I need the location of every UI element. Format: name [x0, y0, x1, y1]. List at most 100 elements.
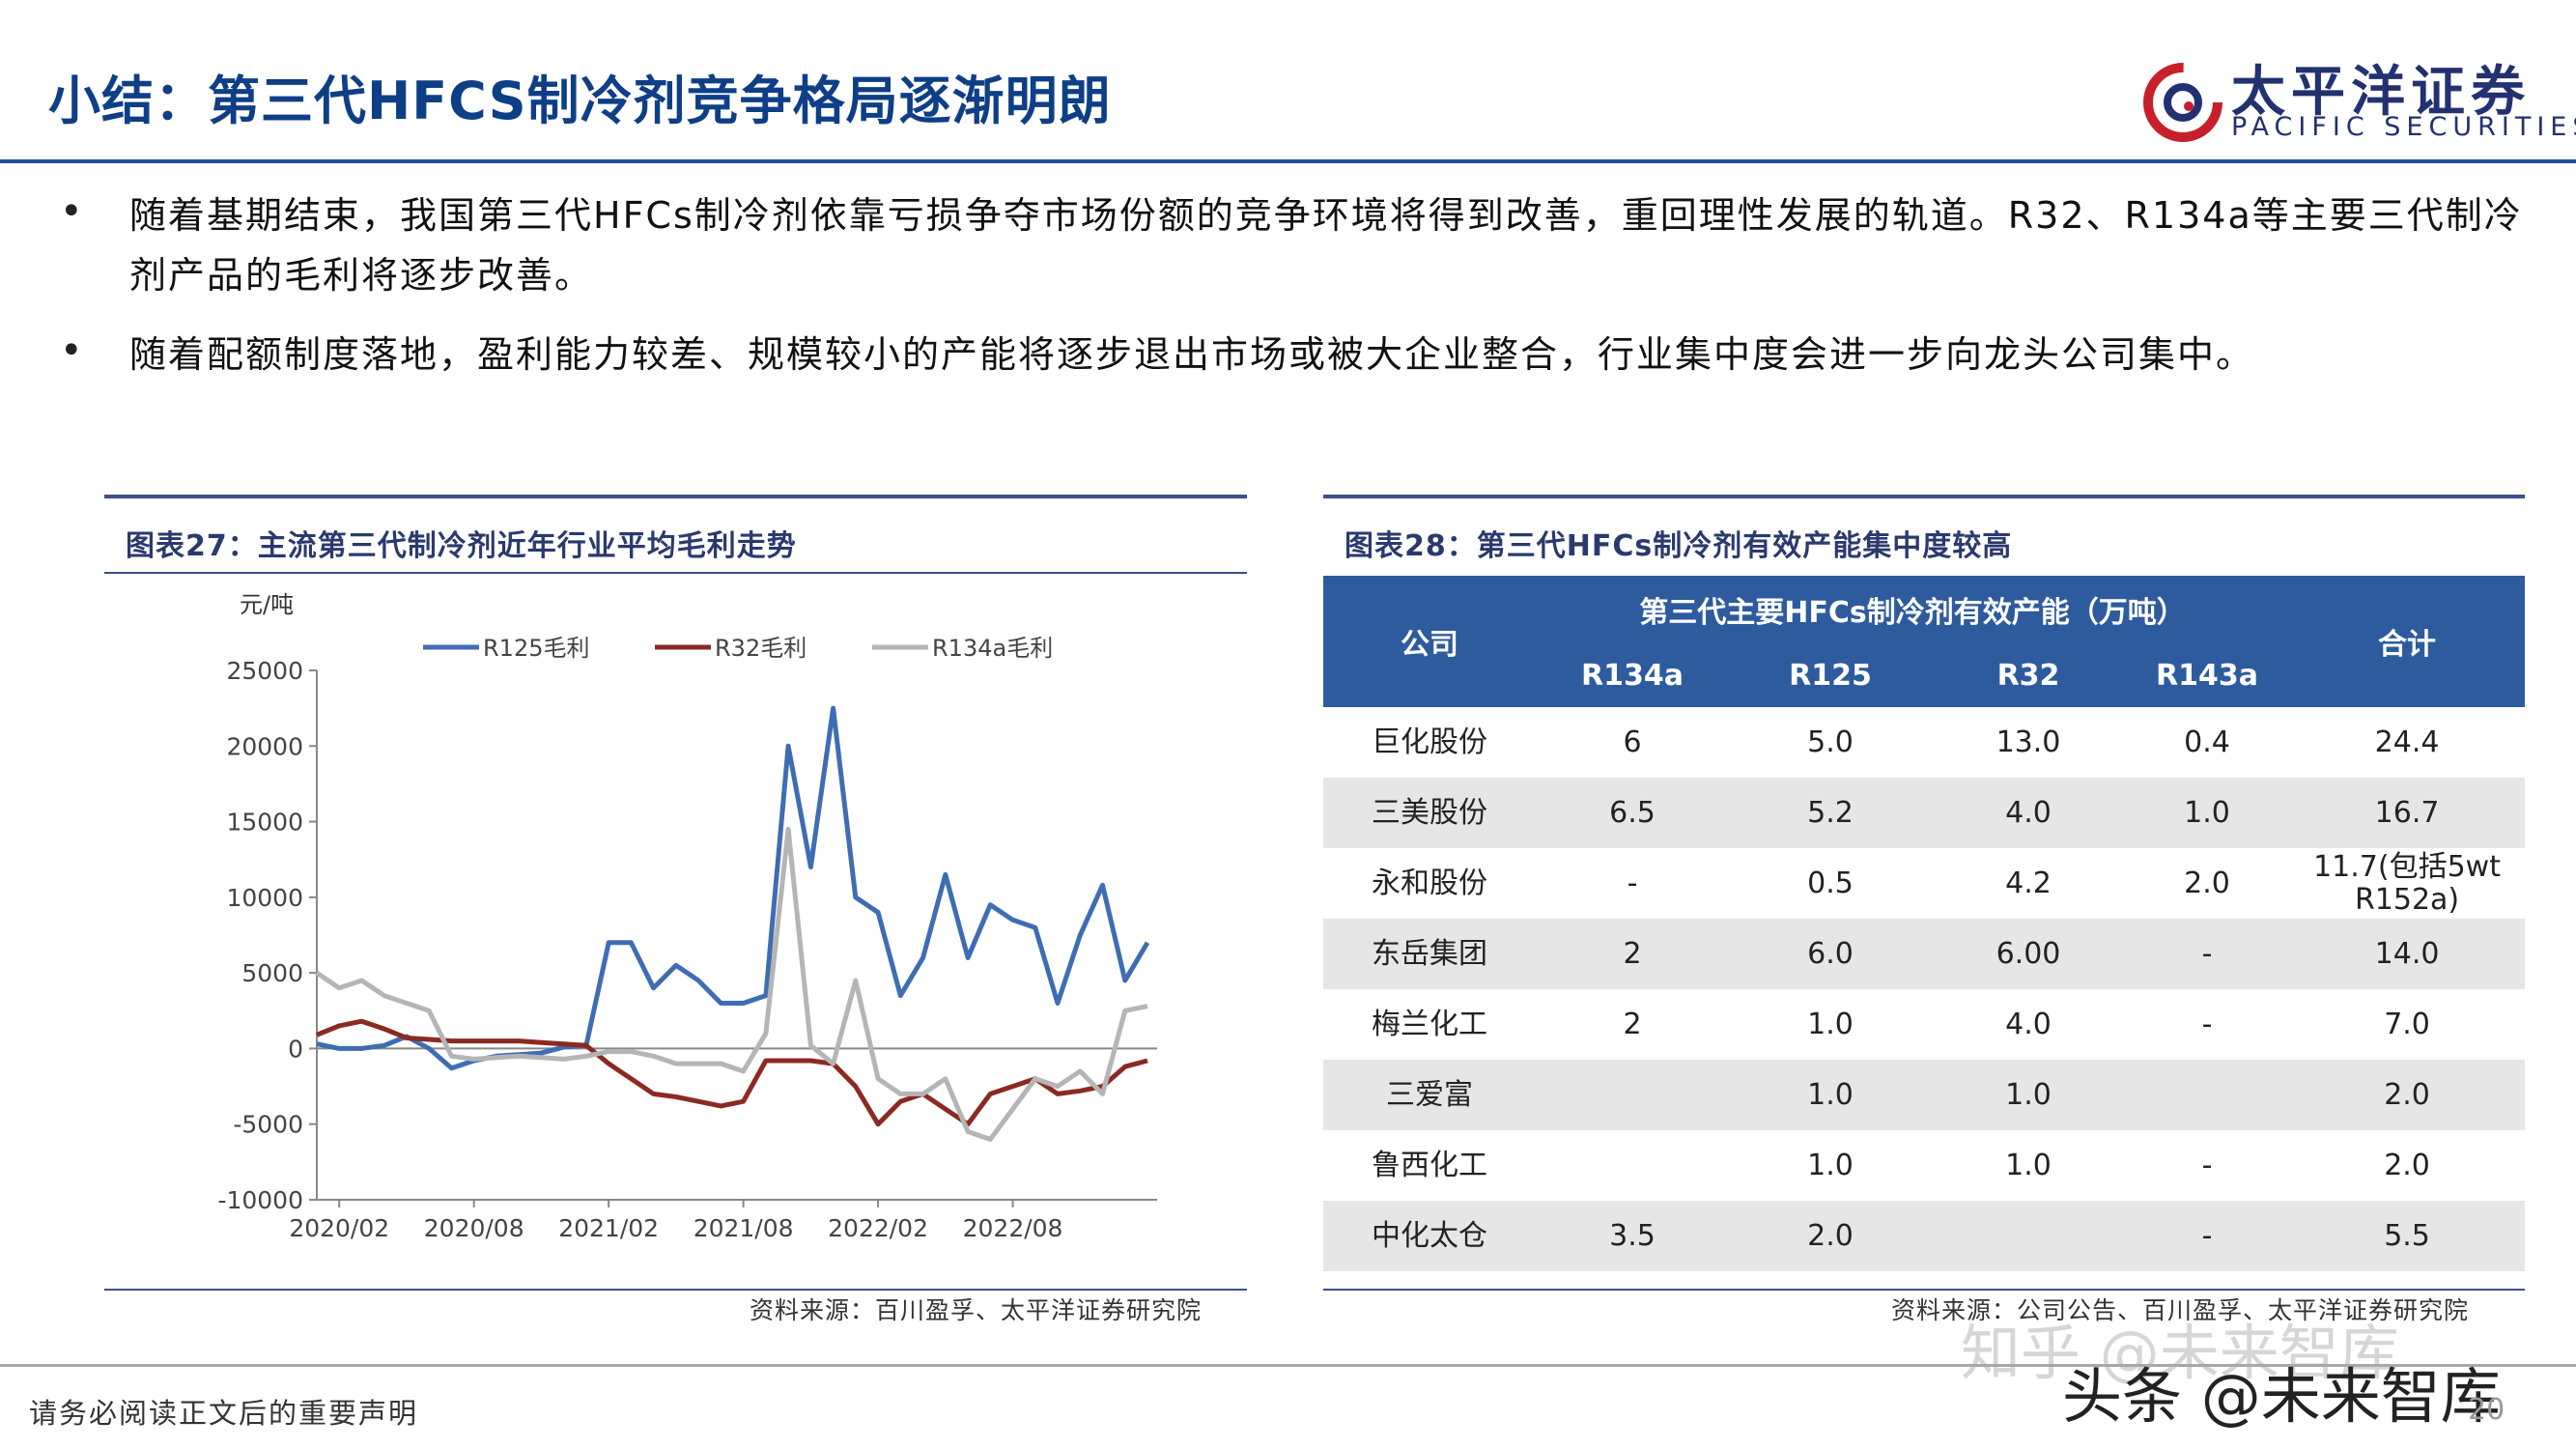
value-cell — [1536, 1060, 1729, 1130]
value-cell: 1.0 — [1932, 1060, 2125, 1130]
chart-panel-top-rule — [104, 495, 1247, 498]
pacific-securities-logo — [2143, 63, 2222, 142]
x-tick-label: 2022/08 — [963, 1214, 1063, 1242]
company-cell: 梅兰化工 — [1323, 989, 1536, 1060]
header-r134a: R134a — [1536, 643, 1729, 707]
value-cell: 2 — [1536, 989, 1729, 1060]
chart-panel-title: 图表27：主流第三代制冷剂近年行业平均毛利走势 — [126, 529, 797, 563]
company-cell: 永和股份 — [1323, 848, 1536, 919]
table-row: 三美股份 6.5 5.2 4.0 1.0 16.7 — [1323, 778, 2526, 848]
y-axis-unit: 元/吨 — [240, 591, 294, 618]
company-cell: 三美股份 — [1323, 778, 1536, 848]
value-cell: 6 — [1536, 707, 1729, 778]
disclaimer-text: 请务必阅读正文后的重要声明 — [29, 1397, 419, 1430]
value-cell: 16.7 — [2289, 778, 2526, 848]
value-cell: 2.0 — [2289, 1060, 2526, 1130]
bullet-mark: • — [60, 328, 83, 373]
value-cell: - — [2125, 989, 2290, 1060]
value-cell — [1932, 1201, 2125, 1271]
table-row: 中化太仓 3.5 2.0 -5.5 — [1323, 1201, 2526, 1271]
value-cell: - — [2125, 1201, 2290, 1271]
value-cell: 5.0 — [1729, 707, 1932, 778]
margin-trend-chart: 元/吨2500020000150001000050000-5000-100002… — [217, 591, 1157, 1242]
value-cell: 14.0 — [2289, 919, 2526, 989]
watermark-toutiao: 头条 @未来智库 — [2062, 1361, 2501, 1432]
value-cell — [1536, 1130, 1729, 1201]
value-cell: 6.00 — [1932, 919, 2125, 989]
company-cell: 东岳集团 — [1323, 919, 1536, 989]
chart-axes: 元/吨2500020000150001000050000-5000-100002… — [217, 591, 1157, 1242]
value-cell: 0.5 — [1729, 848, 1932, 919]
legend-label: R125毛利 — [483, 635, 589, 662]
table-row: 巨化股份 6 5.0 13.0 0.4 24.4 — [1323, 707, 2526, 778]
x-tick-label: 2021/08 — [694, 1214, 794, 1242]
value-cell: 11.7(包括5wt R152a) — [2289, 848, 2526, 919]
value-cell: 4.0 — [1932, 778, 2125, 848]
bullet-text: 随着配额制度落地，盈利能力较差、规模较小的产能将逐步退出市场或被大企业整合，行业… — [129, 333, 2255, 376]
bullet-text: 随着基期结束，我国第三代HFCs制冷剂依靠亏损争夺市场份额的竞争环境将得到改善，… — [129, 194, 2523, 297]
series-line-1 — [316, 1018, 1148, 1127]
y-tick-label: -10000 — [217, 1186, 303, 1214]
y-tick-label: 20000 — [226, 732, 303, 760]
value-cell: 5.2 — [1729, 778, 1932, 848]
company-cell: 三爱富 — [1323, 1060, 1536, 1130]
company-cell: 巨化股份 — [1323, 707, 1536, 778]
table-row: 东岳集团 2 6.0 6.00-14.0 — [1323, 919, 2526, 989]
value-cell: 3.5 — [1536, 1201, 1729, 1271]
header-r143a: R143a — [2125, 643, 2290, 707]
value-cell: 0.4 — [2125, 707, 2290, 778]
value-cell: 2 — [1536, 919, 1729, 989]
company-cell: 鲁西化工 — [1323, 1130, 1536, 1201]
chart-legend: R125毛利 R32毛利 R134a毛利 — [423, 635, 1053, 662]
legend-label: R32毛利 — [715, 635, 807, 662]
value-cell: 2.0 — [2289, 1130, 2526, 1201]
table-row: 永和股份 -0.5 4.2 2.0 11.7(包括5wt R152a) — [1323, 848, 2526, 919]
table-panel-bottom-rule — [1323, 1289, 2525, 1291]
value-cell: 4.2 — [1932, 848, 2125, 919]
value-cell: - — [2125, 1130, 2290, 1201]
header-divider — [0, 159, 2576, 163]
value-cell: 4.0 — [1932, 989, 2125, 1060]
table-panel-title: 图表28：第三代HFCs制冷剂有效产能集中度较高 — [1345, 529, 2013, 563]
chart-source: 资料来源：百川盈孚、太平洋证券研究院 — [750, 1296, 1203, 1324]
table-panel-top-rule — [1323, 495, 2525, 498]
header-group: 第三代主要HFCs制冷剂有效产能（万吨） — [1536, 576, 2290, 643]
table-source: 资料来源：公司公告、百川盈孚、太平洋证券研究院 — [1891, 1296, 2470, 1324]
value-cell: 2.0 — [1729, 1201, 1932, 1271]
chart-series — [315, 705, 1150, 1142]
value-cell: 1.0 — [2125, 778, 2290, 848]
value-cell: 1.0 — [1729, 989, 1932, 1060]
legend-label: R134a毛利 — [932, 635, 1053, 662]
value-cell: 1.0 — [1729, 1060, 1932, 1130]
company-cell: 中化太仓 — [1323, 1201, 1536, 1271]
watermark-zhihu: 知乎 @未来智库 — [1961, 1318, 2399, 1388]
value-cell: - — [1536, 848, 1729, 919]
header-total: 合计 — [2289, 576, 2526, 707]
value-cell: 24.4 — [2289, 707, 2526, 778]
table-row: 鲁西化工 1.0 1.0-2.0 — [1323, 1130, 2526, 1201]
value-cell — [2125, 1060, 2290, 1130]
value-cell: 5.5 — [2289, 1201, 2526, 1271]
y-tick-label: 25000 — [226, 657, 303, 685]
page-title: 小结：第三代HFCS制冷剂竞争格局逐渐明朗 — [48, 71, 1112, 131]
value-cell: 7.0 — [2289, 989, 2526, 1060]
y-tick-label: 10000 — [226, 884, 303, 912]
value-cell: 6.0 — [1729, 919, 1932, 989]
logo-name: 太平洋证券 — [2231, 61, 2531, 124]
chart-panel-bottom-rule — [104, 1289, 1247, 1291]
value-cell: 6.5 — [1536, 778, 1729, 848]
header-company: 公司 — [1323, 576, 1536, 707]
table-row: 梅兰化工 2 1.0 4.0-7.0 — [1323, 989, 2526, 1060]
table-row: 三爱富 1.0 1.0 2.0 — [1323, 1060, 2526, 1130]
y-tick-label: -5000 — [233, 1111, 303, 1139]
value-cell: 13.0 — [1932, 707, 2125, 778]
value-cell: - — [2125, 919, 2290, 989]
bullet-mark: • — [60, 189, 83, 234]
chart-panel-title-rule — [104, 572, 1247, 574]
x-tick-label: 2020/08 — [424, 1214, 524, 1242]
footer-divider — [0, 1364, 2576, 1367]
x-tick-label: 2022/02 — [828, 1214, 928, 1242]
y-tick-label: 5000 — [241, 959, 303, 987]
capacity-table: 公司 第三代主要HFCs制冷剂有效产能（万吨） 合计 R134a R125 R3… — [1323, 576, 2526, 1271]
header-r125: R125 — [1729, 643, 1932, 707]
